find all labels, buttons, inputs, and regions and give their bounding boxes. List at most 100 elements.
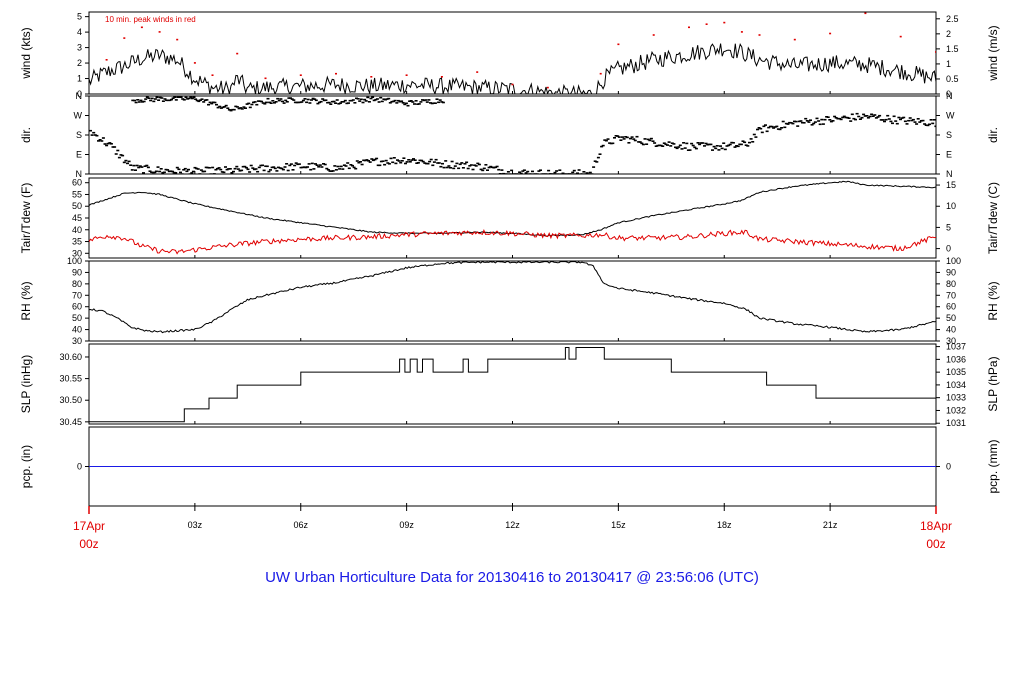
direction-point xyxy=(889,120,893,123)
direction-point xyxy=(749,138,753,140)
direction-point xyxy=(161,171,165,174)
direction-point xyxy=(580,173,584,174)
right-tick-label: E xyxy=(946,150,952,160)
direction-point xyxy=(559,173,563,174)
direction-point xyxy=(340,101,344,103)
direction-point xyxy=(182,169,186,171)
direction-point xyxy=(328,170,332,172)
direction-point xyxy=(764,124,767,126)
direction-point xyxy=(248,106,252,109)
direction-point xyxy=(526,170,530,173)
direction-point xyxy=(434,158,438,161)
direction-point xyxy=(142,172,145,174)
direction-point xyxy=(651,140,655,142)
direction-point xyxy=(248,171,252,173)
series-rh-0 xyxy=(89,261,936,334)
left-tick-label: 60 xyxy=(72,302,82,312)
direction-point xyxy=(466,167,470,170)
direction-point xyxy=(263,103,267,105)
direction-point xyxy=(433,102,437,104)
direction-point xyxy=(355,97,358,100)
direction-point xyxy=(200,98,204,100)
direction-point xyxy=(332,100,336,103)
left-tick-label: N xyxy=(76,91,83,101)
direction-point xyxy=(153,98,157,100)
direction-point xyxy=(337,103,341,105)
direction-point xyxy=(627,142,631,144)
direction-point xyxy=(666,144,669,146)
direction-point xyxy=(131,99,135,102)
direction-point xyxy=(339,165,343,168)
direction-point xyxy=(532,173,536,174)
direction-point xyxy=(780,127,784,129)
right-tick-label: 5 xyxy=(946,222,951,232)
direction-point xyxy=(347,167,351,170)
left-tick-label: 4 xyxy=(77,27,82,37)
left-axis-label: wind (kts) xyxy=(19,27,33,79)
direction-point xyxy=(334,102,338,104)
direction-point xyxy=(301,99,305,102)
direction-point xyxy=(366,96,370,99)
direction-point xyxy=(124,159,128,162)
direction-point xyxy=(400,100,404,102)
left-tick-label: 45 xyxy=(72,213,82,223)
direction-point xyxy=(820,118,824,121)
direction-point xyxy=(311,97,315,100)
right-tick-label: S xyxy=(946,130,952,140)
direction-point xyxy=(203,170,207,173)
direction-point xyxy=(516,173,520,174)
direction-point xyxy=(899,118,902,121)
direction-point xyxy=(370,158,374,160)
right-tick-label: 1032 xyxy=(946,405,966,415)
left-axis-label: SLP (inHg) xyxy=(19,355,33,413)
direction-point xyxy=(876,116,880,118)
direction-point xyxy=(409,100,413,102)
wind-peak-point xyxy=(405,74,408,76)
wind-peak-point xyxy=(476,71,479,73)
direction-point xyxy=(177,168,181,171)
direction-point xyxy=(842,115,846,118)
direction-point xyxy=(406,104,410,107)
direction-point xyxy=(155,96,159,99)
direction-point xyxy=(277,166,280,169)
direction-point xyxy=(137,166,141,169)
direction-point xyxy=(343,99,347,102)
direction-point xyxy=(497,168,501,171)
direction-point xyxy=(812,122,816,125)
wind-peak-point xyxy=(705,23,708,25)
direction-point xyxy=(345,102,349,105)
direction-point xyxy=(283,166,287,168)
wind-peak-point xyxy=(236,52,239,55)
direction-point xyxy=(388,102,392,104)
direction-point xyxy=(308,102,312,104)
direction-point xyxy=(709,143,713,146)
direction-point xyxy=(264,101,268,104)
direction-point xyxy=(429,102,432,104)
left-tick-label: 30 xyxy=(72,248,82,258)
direction-point xyxy=(281,100,284,103)
direction-point xyxy=(227,109,231,111)
direction-point xyxy=(592,166,596,168)
wind-peak-point xyxy=(299,74,302,76)
direction-point xyxy=(190,172,194,174)
wind-peak-point xyxy=(370,76,373,78)
direction-point xyxy=(439,165,443,168)
direction-point xyxy=(350,99,354,102)
direction-point xyxy=(237,107,241,110)
time-axis: 17Apr 00z 18Apr 00z 03z 06z 09z 12z 15z 18z 21… xyxy=(73,506,952,551)
direction-point xyxy=(723,148,727,151)
right-axis-label: dir. xyxy=(986,127,1000,143)
direction-point xyxy=(303,98,307,100)
start-time-label: 00z xyxy=(79,537,98,551)
direction-point xyxy=(214,168,218,171)
left-tick-label: 70 xyxy=(72,290,82,300)
direction-point xyxy=(185,170,189,173)
direction-point xyxy=(760,131,764,134)
direction-point xyxy=(469,164,473,166)
direction-point xyxy=(468,165,472,167)
direction-point xyxy=(171,97,175,99)
direction-point xyxy=(149,99,153,102)
direction-point xyxy=(403,103,407,106)
direction-point xyxy=(306,166,309,168)
wind-annotation: 10 min. peak winds in red xyxy=(105,15,196,24)
